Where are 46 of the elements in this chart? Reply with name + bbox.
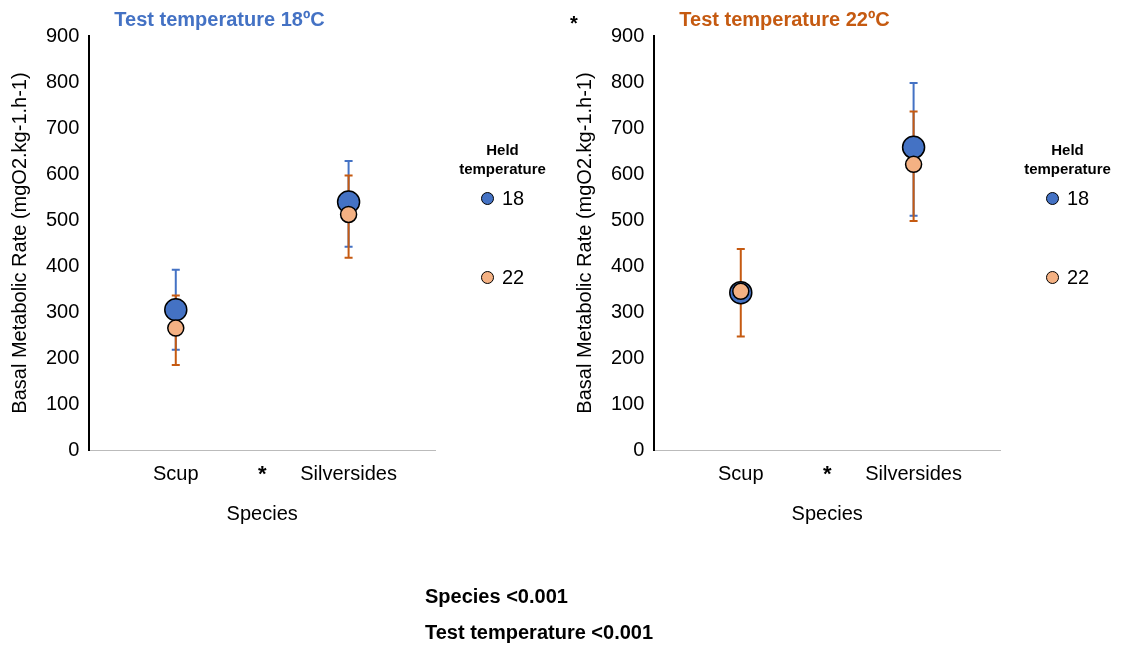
point [339,205,358,224]
text: * [822,461,832,487]
y-tick-label: 900 [610,23,645,46]
text: * [570,12,578,35]
y-tick-label: 600 [45,161,80,184]
y-tick-label: 200 [610,345,645,368]
y-tick-label: 700 [45,115,80,138]
y-tick-label: 0 [633,437,645,460]
y-tick-label: 100 [45,391,80,414]
y-axis-title: Basal Metabolic Rate (mgO2.kg-1.h-1) [7,72,30,414]
y-tick-label: 200 [45,345,80,368]
point [167,319,185,337]
text: * [257,461,267,487]
text: Species <0.001 [425,585,568,608]
y-tick-label: 100 [610,391,645,414]
y-tick-label: 700 [610,115,645,138]
x-tick-label: Scup [717,461,764,484]
chart-title: Test temperature 18ºC [114,7,325,30]
legend-label: 22 [501,265,525,289]
x-tick-label: Silversides [865,461,962,484]
y-tick-label: 600 [610,161,645,184]
point [164,297,188,322]
y-tick-label: 300 [610,299,645,322]
x-axis-title: Species [791,501,863,524]
legend-label: 18 [1066,186,1090,210]
point [901,135,926,160]
y-tick-label: 500 [610,207,645,230]
point [904,155,923,174]
y-tick-label: 800 [45,69,80,92]
y-axis-title: Basal Metabolic Rate (mgO2.kg-1.h-1) [572,72,595,414]
y-tick-label: 300 [45,299,80,322]
legend-title: Held temperature [1023,140,1112,178]
text: Test temperature <0.001 [425,621,654,644]
legend-label: 18 [501,186,525,210]
x-tick-label: Silversides [300,461,397,484]
legend-title: Held temperature [458,140,547,178]
y-tick-label: 400 [45,253,80,276]
y-tick-label: 0 [68,437,80,460]
chart-title: Test temperature 22ºC [679,7,890,30]
x-axis-title: Species [226,501,298,524]
y-tick-label: 900 [45,23,80,46]
x-tick-label: Scup [152,461,199,484]
y-tick-label: 500 [45,207,80,230]
legend-label: 22 [1066,265,1090,289]
y-tick-label: 400 [610,253,645,276]
y-tick-label: 800 [610,69,645,92]
